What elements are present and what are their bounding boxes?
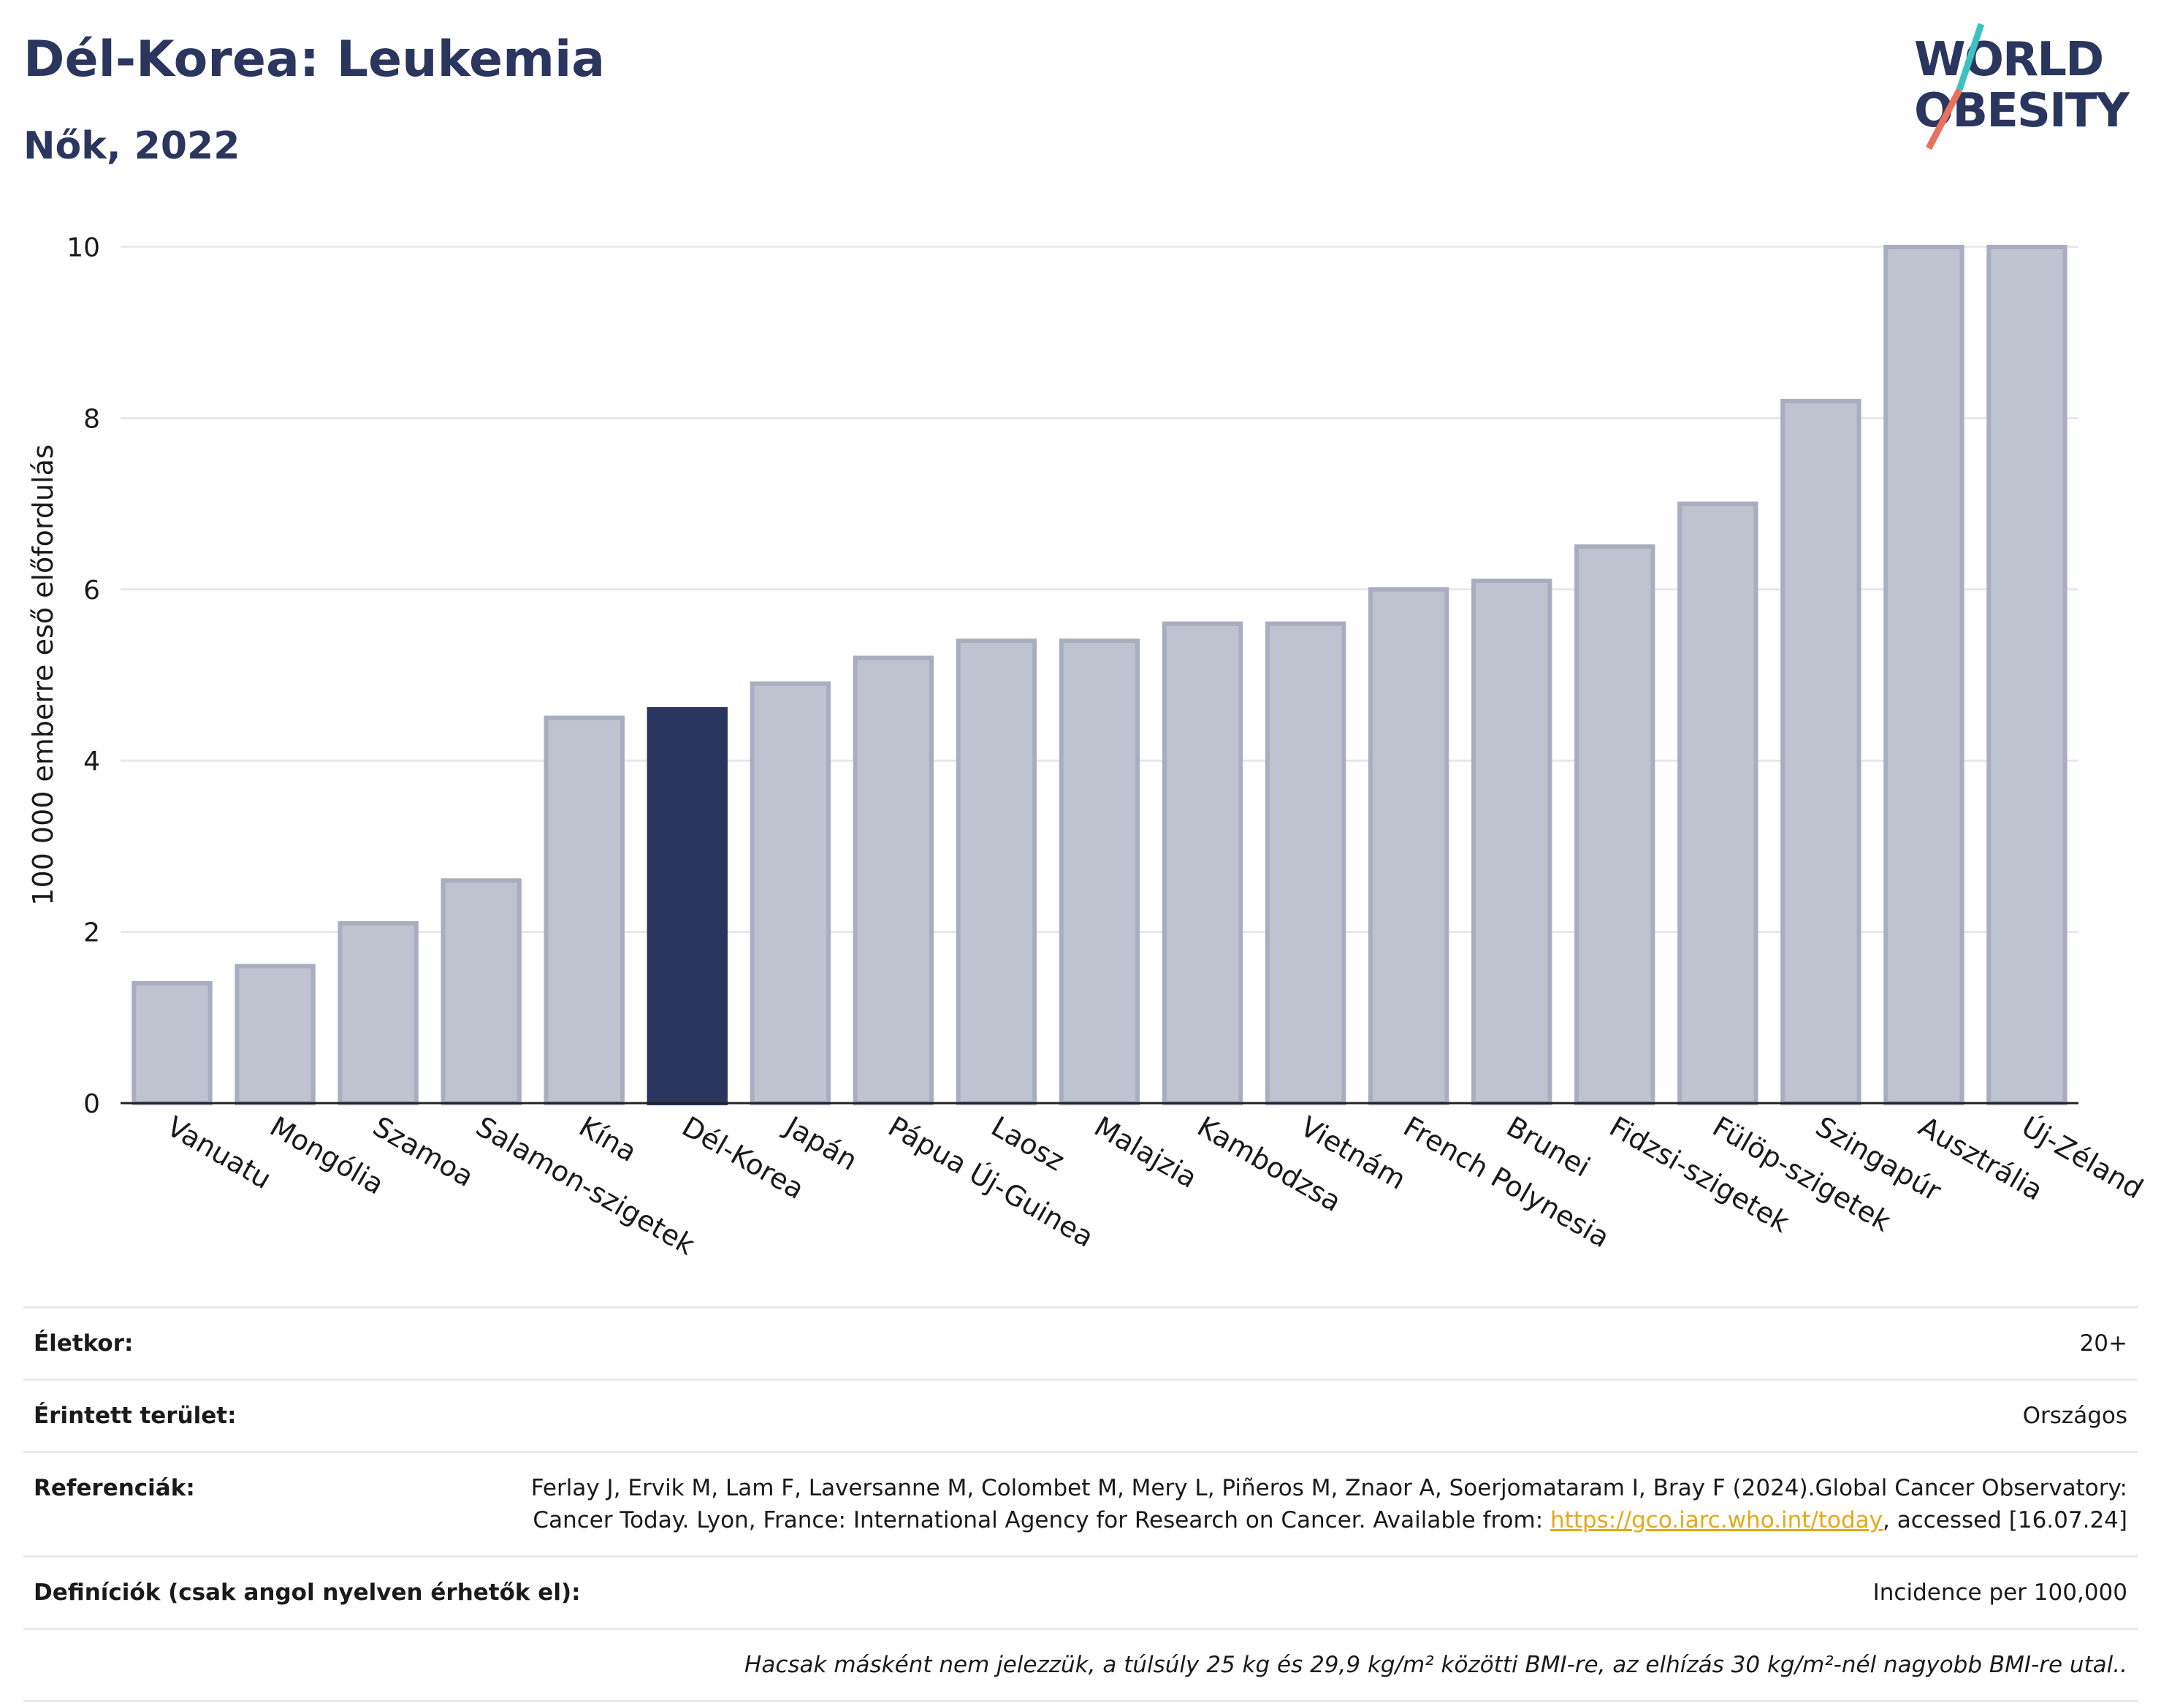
x-tick-label: Malajzia: [1089, 1110, 1203, 1194]
y-axis-ticks: 0 2 4 6 8 10: [66, 233, 100, 1119]
bar-11: [1265, 621, 1346, 1105]
area-label: Érintett terület:: [34, 1403, 237, 1429]
y-tick-label: 6: [83, 576, 100, 606]
bar-16: [1780, 398, 1861, 1105]
references-text: Ferlay J, Ervik M, Lam F, Laversanne M, …: [530, 1475, 2127, 1533]
bar-10: [1162, 621, 1243, 1105]
bar-chart: 0 2 4 6 8 10 VanuatuMongóliaSzamoaSalamon-szi…: [27, 233, 2149, 1262]
bar-14: [1574, 544, 1655, 1105]
definitions-value: Incidence per 100,000: [1872, 1579, 2127, 1606]
bar-4: [544, 715, 625, 1105]
area-value: Országos: [2022, 1403, 2127, 1429]
bars: [132, 245, 2067, 1106]
meta-row-age: Életkor: 20+: [23, 1306, 2138, 1379]
bar-18: [1986, 245, 2067, 1105]
bar-2: [338, 920, 419, 1105]
meta-row-area: Érintett terület: Országos: [23, 1379, 2138, 1451]
y-tick-label: 2: [83, 918, 100, 948]
bar-5: [647, 706, 728, 1105]
y-tick-label: 8: [83, 404, 100, 434]
meta-row-note: Hacsak másként nem jelezzük, a túlsúly 2…: [23, 1628, 2138, 1702]
bmi-note: Hacsak másként nem jelezzük, a túlsúly 2…: [744, 1652, 2127, 1678]
bar-3: [441, 878, 522, 1106]
y-tick-label: 0: [83, 1089, 100, 1119]
meta-row-definitions: Definíciók (csak angol nyelven érhetők e…: [23, 1555, 2138, 1628]
bar-17: [1883, 245, 1964, 1105]
meta-row-references: Referenciák: Ferlay J, Ervik M, Lam F, L…: [23, 1451, 2138, 1555]
world-obesity-logo: WORLD OBESITY: [1914, 23, 2131, 150]
bar-12: [1368, 587, 1449, 1105]
bar-13: [1471, 579, 1552, 1105]
x-tick-label: Mongólia: [264, 1110, 389, 1201]
bar-7: [853, 655, 934, 1105]
metadata-table: Életkor: 20+ Érintett terület: Országos …: [23, 1306, 2138, 1702]
y-tick-label: 10: [66, 233, 100, 263]
x-tick-label: Fidzsi-szigetek: [1604, 1110, 1795, 1239]
y-axis-label: 100 000 emberre eső előfordulás: [27, 444, 59, 905]
bar-1: [235, 964, 316, 1105]
bar-15: [1677, 501, 1758, 1106]
bar-8: [956, 638, 1037, 1105]
svg-text:WORLD: WORLD: [1914, 33, 2103, 87]
references-link[interactable]: https://gco.iarc.who.int/today: [1550, 1507, 1883, 1533]
age-label: Életkor:: [34, 1330, 134, 1357]
bar-6: [750, 681, 831, 1105]
age-value: 20+: [2079, 1330, 2127, 1357]
x-tick-label: Kína: [573, 1110, 642, 1169]
x-tick-label: Fülöp-szigetek: [1707, 1110, 1897, 1238]
bar-9: [1059, 638, 1140, 1105]
page-subtitle: Nők, 2022: [23, 124, 240, 168]
page-title: Dél-Korea: Leukemia: [23, 31, 606, 88]
x-tick-label: Vanuatu: [161, 1110, 277, 1195]
y-tick-label: 4: [83, 747, 100, 777]
references-label: Referenciák:: [34, 1475, 195, 1501]
references-value: Ferlay J, Ervik M, Lam F, Laversanne M, …: [447, 1472, 2127, 1536]
bar-0: [132, 980, 213, 1106]
x-axis-ticks: VanuatuMongóliaSzamoaSalamon-szigetekKín…: [161, 1110, 2149, 1262]
definitions-label: Definíciók (csak angol nyelven érhetők e…: [34, 1579, 581, 1606]
references-text-end: , accessed [16.07.24]: [1882, 1507, 2127, 1533]
